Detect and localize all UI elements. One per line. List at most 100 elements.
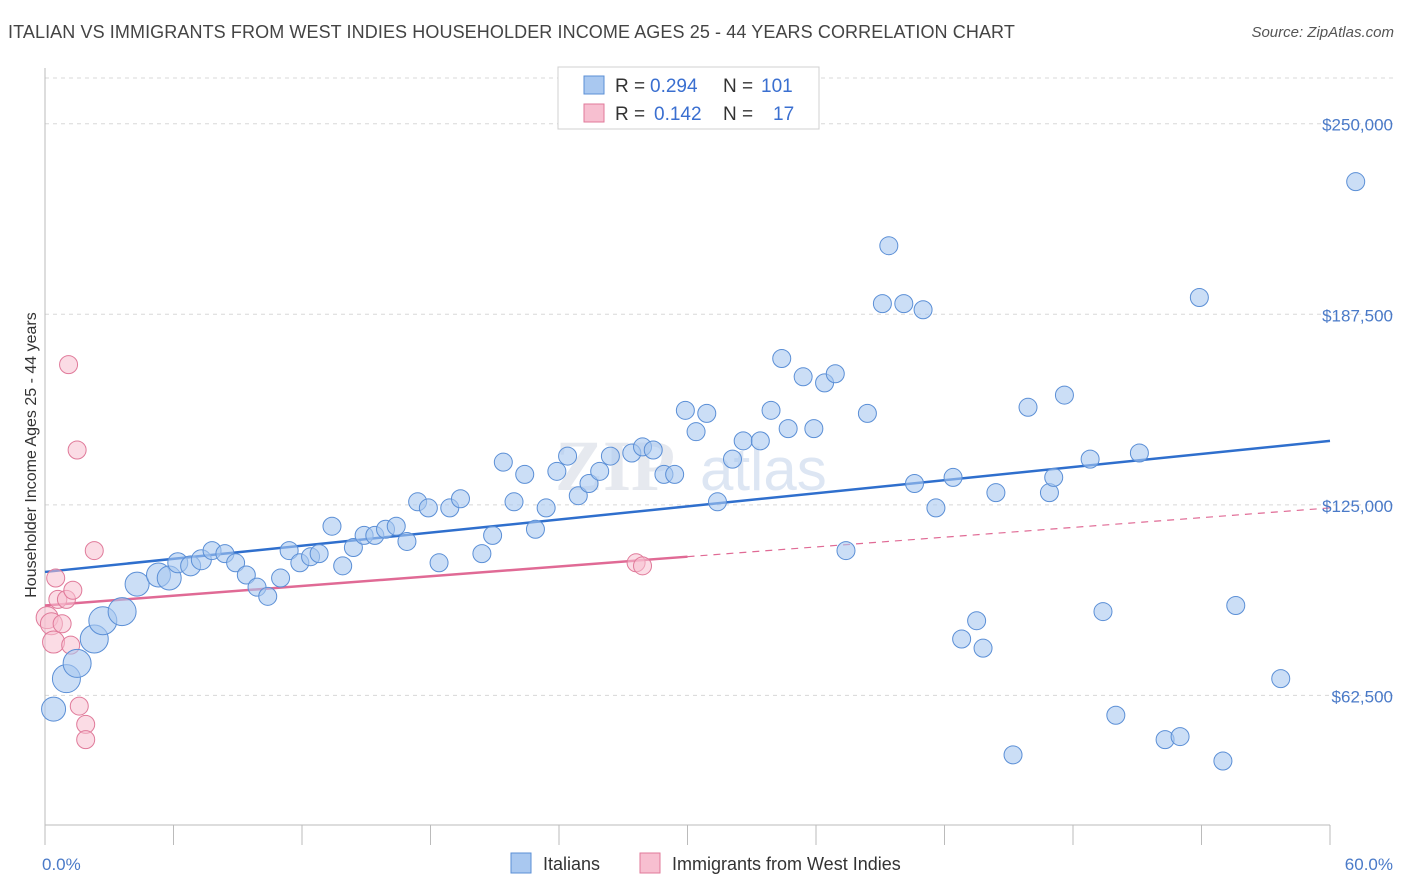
italians-point-96	[1346, 172, 1366, 192]
italians-point-84	[1044, 467, 1064, 487]
west-indies-point-13	[76, 730, 96, 750]
italians-point-87	[1093, 602, 1113, 622]
italians-point-42	[536, 498, 556, 518]
italians-point-47	[590, 461, 610, 481]
legend-r-label-2: R =	[615, 104, 645, 125]
legend-n-label-1: N =	[723, 76, 753, 97]
legend-n-label-2: N =	[723, 104, 753, 125]
west-indies-point-7	[59, 355, 79, 375]
italians-point-14	[226, 553, 246, 573]
x-tick-labels: 0.0% 60.0%	[42, 855, 1393, 874]
italians-point-86	[1080, 449, 1100, 469]
italians-point-41	[525, 519, 545, 539]
italians-point-38	[493, 452, 513, 472]
italians-point-76	[943, 467, 963, 487]
italians-point-58	[722, 449, 742, 469]
italians-point-67	[825, 364, 845, 384]
italians-point-30	[397, 531, 417, 551]
italians-point-75	[926, 498, 946, 518]
italians-point-32	[418, 498, 438, 518]
legend-swatch-italians	[583, 75, 605, 95]
italians-point-51	[643, 440, 663, 460]
italians-point-79	[973, 638, 993, 658]
italians-point-72	[894, 294, 914, 314]
italians-point-68	[836, 541, 856, 561]
x-tick-label-max: 60.0%	[1345, 855, 1393, 874]
chart-title: ITALIAN VS IMMIGRANTS FROM WEST INDIES H…	[8, 22, 1015, 42]
west-indies-point-9	[63, 580, 83, 600]
west-indies-point-16	[633, 556, 653, 576]
italians-point-81	[1003, 745, 1023, 765]
italians-point-33	[429, 553, 449, 573]
legend-n-value-2: 17	[773, 104, 794, 125]
italians-point-60	[750, 431, 770, 451]
x-tick-label-min: 0.0%	[42, 855, 81, 874]
italians-point-70	[872, 294, 892, 314]
italians-point-88	[1106, 705, 1126, 725]
legend-r-label-1: R =	[615, 76, 645, 97]
y-tick-labels: $62,500 $125,000 $187,500 $250,000	[1322, 116, 1393, 707]
bottom-legend-italians: Italians	[543, 854, 600, 874]
correlation-legend: R = 0.294 N = 101 R = 0.142 N = 17	[557, 66, 820, 130]
series-legend: Italians Immigrants from West Indies	[510, 852, 901, 874]
west-indies-trend-extension	[687, 507, 1331, 558]
trend-lines	[44, 439, 1331, 607]
italians-point-59	[733, 431, 753, 451]
italians-point-95	[1271, 669, 1291, 689]
italians-point-61	[761, 400, 781, 420]
west-indies-point-3	[46, 568, 66, 588]
italians-point-37	[483, 525, 503, 545]
west-indies-points	[35, 355, 653, 750]
italians-point-36	[472, 544, 492, 564]
italians-point-55	[686, 422, 706, 442]
bottom-legend-west-indies: Immigrants from West Indies	[672, 854, 901, 874]
italians-point-71	[879, 236, 899, 256]
west-indies-point-14	[84, 541, 104, 561]
italians-point-69	[857, 403, 877, 423]
y-tick-label-1: $125,000	[1322, 497, 1393, 516]
italians-point-25	[343, 538, 363, 558]
y-tick-label-3: $250,000	[1322, 116, 1393, 135]
legend-r-value-1: 0.294	[650, 76, 698, 97]
italians-point-5	[107, 597, 137, 627]
west-indies-point-10	[67, 440, 87, 460]
italians-points	[41, 172, 1366, 771]
italians-point-93	[1213, 751, 1233, 771]
italians-point-43	[547, 461, 567, 481]
italians-point-19	[279, 541, 299, 561]
italians-point-18	[271, 568, 291, 588]
y-tick-label-0: $62,500	[1332, 687, 1393, 706]
italians-point-89	[1129, 443, 1149, 463]
italians-point-35	[450, 489, 470, 509]
bottom-swatch-italians	[510, 852, 532, 874]
italians-point-53	[665, 464, 685, 484]
italians-point-63	[778, 419, 798, 439]
italians-point-78	[967, 611, 987, 631]
bottom-swatch-west-indies	[639, 852, 661, 874]
italians-point-0	[41, 696, 67, 722]
italians-point-80	[986, 483, 1006, 503]
west-indies-point-5	[52, 614, 72, 634]
italians-point-23	[322, 516, 342, 536]
italians-point-6	[124, 571, 150, 597]
italians-point-45	[568, 486, 588, 506]
west-indies-point-2	[42, 630, 66, 654]
italians-point-56	[697, 403, 717, 423]
axes	[44, 68, 1331, 845]
italians-point-44	[558, 446, 578, 466]
italians-point-73	[905, 474, 925, 494]
source-credit: Source: ZipAtlas.com	[1251, 24, 1394, 41]
italians-trend-line	[44, 439, 1331, 574]
italians-point-46	[579, 474, 599, 494]
y-axis-label: Householder Income Ages 25 - 44 years	[23, 312, 40, 598]
west-indies-point-11	[69, 696, 89, 716]
italians-point-94	[1226, 595, 1246, 615]
italians-point-77	[952, 629, 972, 649]
italians-point-48	[600, 446, 620, 466]
italians-point-2	[62, 648, 92, 678]
legend-r-value-2: 0.142	[654, 104, 702, 125]
italians-point-85	[1054, 385, 1074, 405]
italians-point-39	[504, 492, 524, 512]
italians-point-64	[793, 367, 813, 387]
